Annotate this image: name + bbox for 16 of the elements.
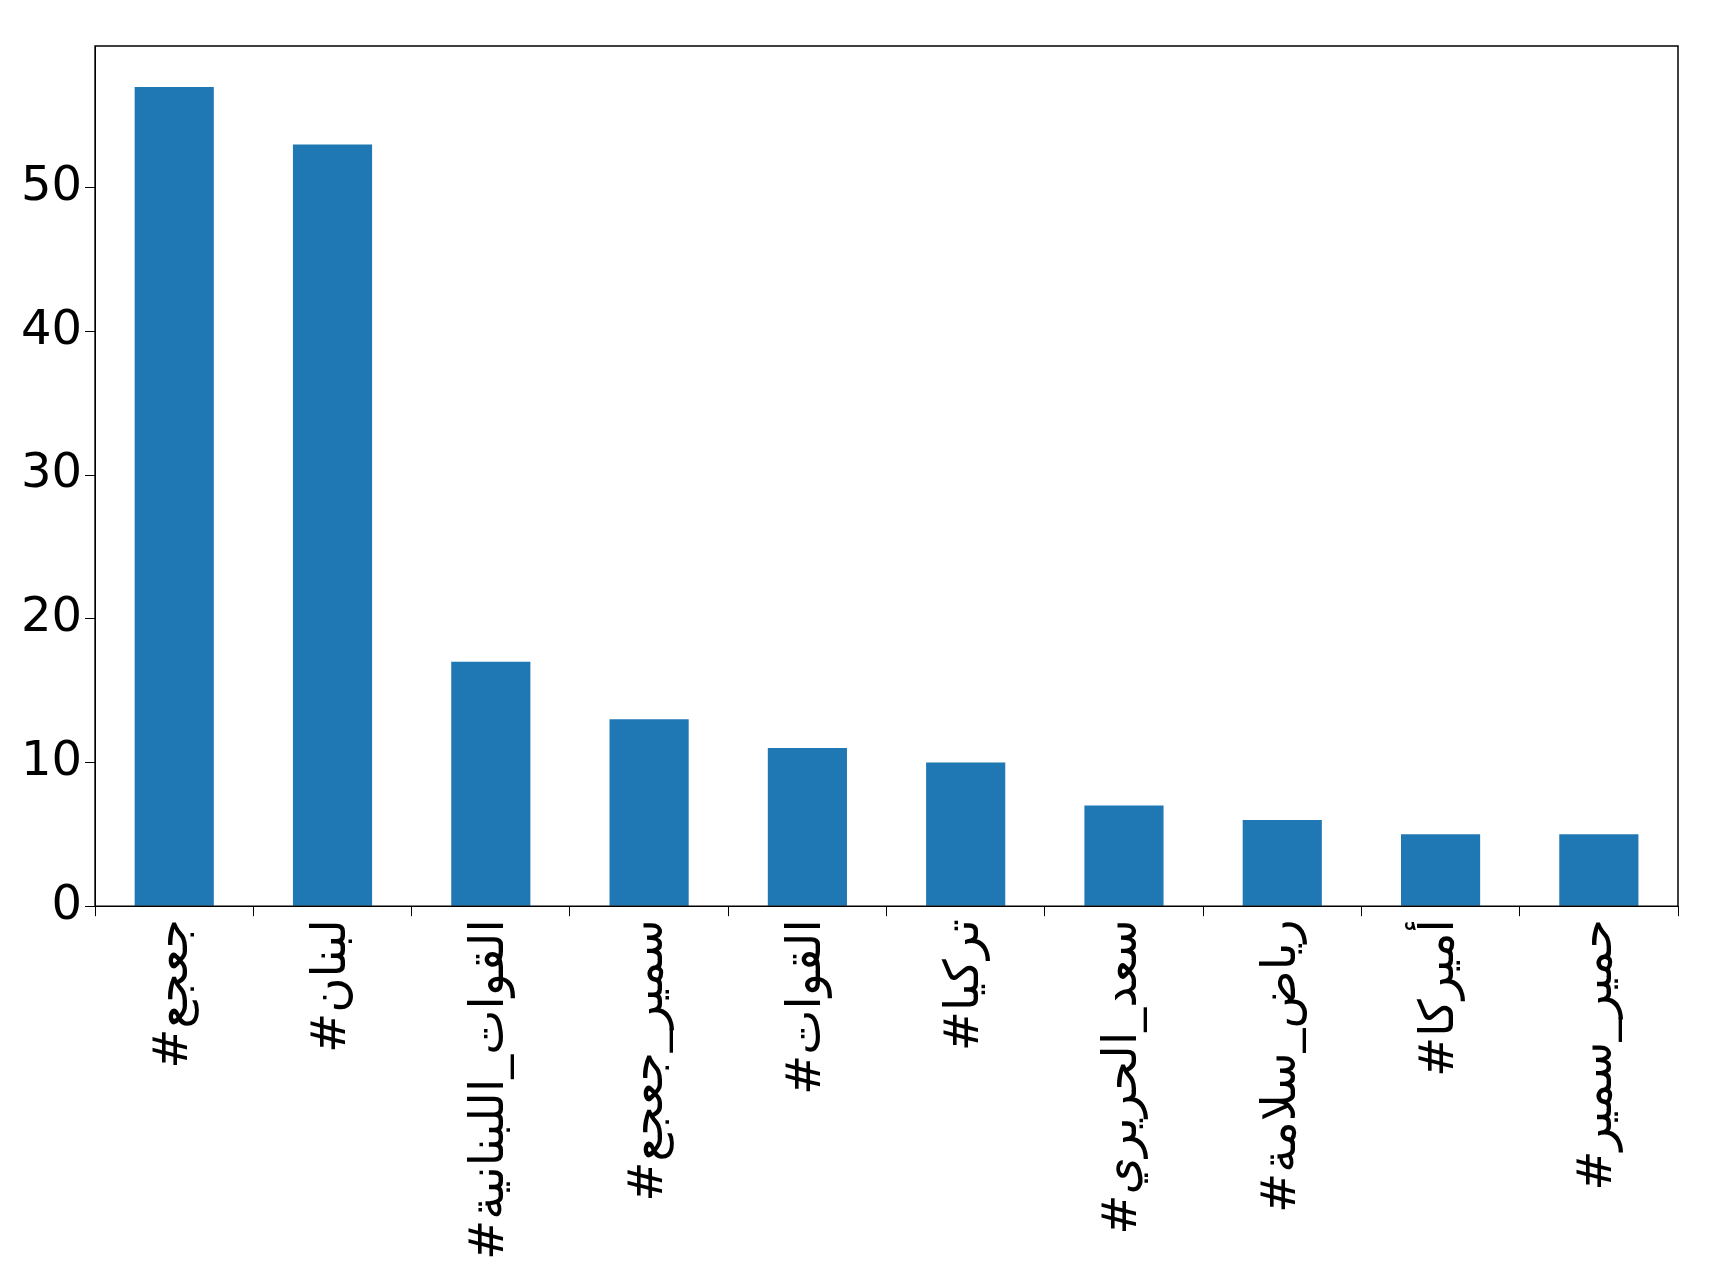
y-tick-label: 20 bbox=[21, 586, 83, 643]
x-tick-label: #جعجع bbox=[141, 919, 199, 1069]
x-tick-label: #أميركا bbox=[1405, 919, 1466, 1077]
x-tick-label: #تركيا bbox=[933, 919, 991, 1052]
y-tick-label: 10 bbox=[21, 729, 83, 786]
y-tick-label: 0 bbox=[51, 873, 83, 930]
x-tick-label: #القوات bbox=[774, 919, 832, 1095]
y-tick-label: 30 bbox=[21, 442, 83, 499]
x-tick-label: #رياض_سلامة bbox=[1249, 919, 1307, 1213]
x-tick-label: #لبنان bbox=[299, 919, 356, 1053]
x-tick-label: #حمير_سمير bbox=[1566, 919, 1624, 1191]
y-tick-label: 50 bbox=[21, 155, 83, 212]
x-tick-label: #القوات_اللبنانية bbox=[458, 919, 516, 1261]
y-tick-label: 40 bbox=[21, 298, 83, 355]
x-tick-label: #سمير_جعجع bbox=[616, 919, 674, 1202]
x-tick-label: #سعد_الحريري bbox=[1091, 919, 1149, 1235]
